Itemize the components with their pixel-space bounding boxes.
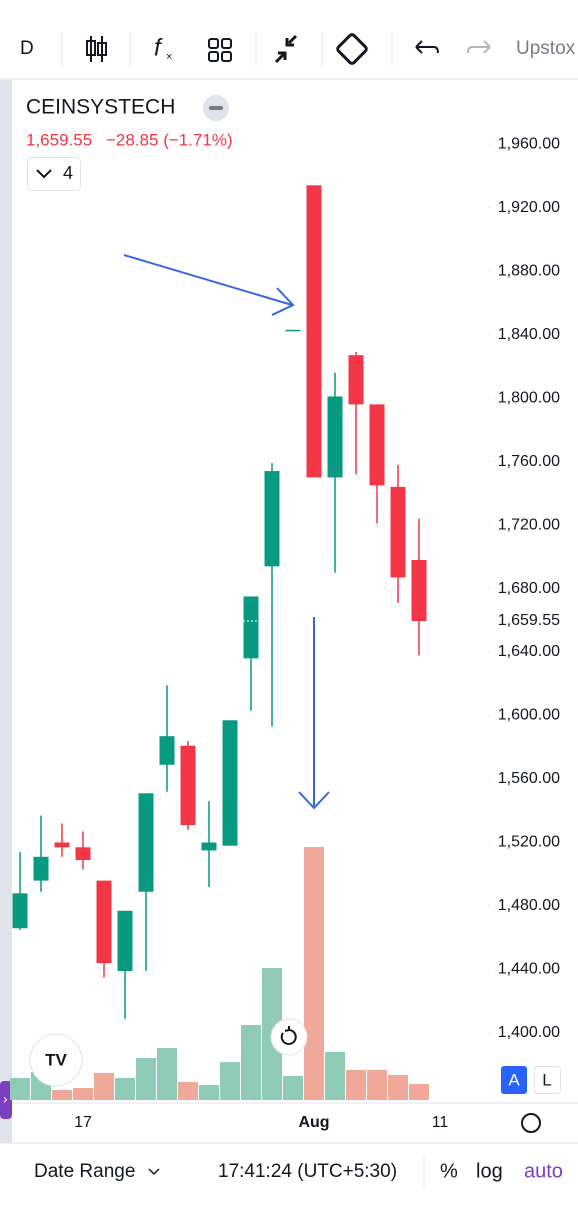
studies-count: 4 xyxy=(63,163,73,183)
y-tick-label: 1,440.00 xyxy=(498,961,560,978)
volume-bar xyxy=(241,1025,261,1100)
log-scale-label: L xyxy=(542,1070,551,1089)
x-tick-label: 17 xyxy=(74,1114,92,1131)
candle-body xyxy=(117,910,133,972)
candle-body xyxy=(75,847,91,860)
price-change: −28.85 (−1.71%) xyxy=(106,130,233,149)
candle-body xyxy=(306,185,322,478)
indicators-icon[interactable]: f xyxy=(154,34,163,61)
side-strip xyxy=(0,80,12,1143)
indicators-icon-x: × xyxy=(166,51,172,63)
candle-body xyxy=(327,396,343,478)
collapse-icon[interactable] xyxy=(274,34,298,64)
collapse-legend-icon xyxy=(209,106,223,110)
y-tick-label: 1,600.00 xyxy=(498,707,560,724)
candle-body xyxy=(285,329,301,332)
volume-bar xyxy=(388,1075,408,1100)
y-tick-label: 1,720.00 xyxy=(498,516,560,533)
auto-scale-label: A xyxy=(508,1070,520,1089)
volume-bar xyxy=(94,1073,114,1100)
candle-body xyxy=(369,404,385,486)
volume-bar xyxy=(367,1070,387,1100)
layout-icon[interactable] xyxy=(208,38,232,62)
volume-bar xyxy=(52,1090,72,1100)
candle-body xyxy=(54,842,70,848)
redo-icon xyxy=(467,40,491,54)
y-tick-label: 1,680.00 xyxy=(498,580,560,597)
toolbar xyxy=(0,0,578,80)
y-tick-label: 1,800.00 xyxy=(498,389,560,406)
reset-button[interactable] xyxy=(270,1018,308,1056)
candle-body xyxy=(33,856,49,881)
y-tick-label: 1,880.00 xyxy=(498,262,560,279)
candle-body xyxy=(264,471,280,567)
rotate-icon[interactable] xyxy=(336,33,368,65)
volume-bar xyxy=(325,1052,345,1100)
broker-button[interactable]: Upstox xyxy=(516,38,576,59)
chevron-icon xyxy=(36,169,52,179)
volume-bar xyxy=(115,1078,135,1100)
settings-icon[interactable] xyxy=(521,1113,541,1133)
logo[interactable] xyxy=(29,1033,83,1087)
volume-bar xyxy=(283,1076,303,1100)
y-tick-label: 1,520.00 xyxy=(498,834,560,851)
y-tick-label: 1,640.00 xyxy=(498,643,560,660)
chart-area: 1,960.00 1,920.00 1,880.00 1,840.00 1,800.00… xyxy=(10,135,560,1131)
volume-bar xyxy=(157,1048,177,1100)
candles-icon[interactable] xyxy=(86,36,107,62)
volume-bar xyxy=(199,1085,219,1100)
candle-body xyxy=(96,880,112,964)
log-scale-button[interactable] xyxy=(534,1066,561,1094)
volume-bar xyxy=(10,1078,30,1100)
volume-bar xyxy=(346,1070,366,1100)
volume-bar xyxy=(73,1088,93,1100)
undo-icon[interactable] xyxy=(415,40,439,54)
studies-toggle[interactable] xyxy=(27,157,81,191)
symbol-title: CEINSYSTECH xyxy=(26,96,175,119)
volume-bar xyxy=(178,1082,198,1100)
candle-body xyxy=(201,842,217,851)
price-marker-label: 1,659.55 xyxy=(498,612,560,629)
side-toggle-icon: › xyxy=(3,1091,8,1107)
candle-body xyxy=(411,559,427,621)
auto-scale-button[interactable] xyxy=(501,1066,527,1094)
candle-body xyxy=(159,736,175,765)
date-range-button[interactable]: Date Range xyxy=(34,1161,135,1182)
candle-body xyxy=(222,720,238,846)
volume-bar xyxy=(304,847,324,1100)
x-tick-label: Aug xyxy=(298,1114,329,1131)
candle-body xyxy=(138,793,154,892)
side-toggle[interactable] xyxy=(0,1081,12,1119)
candle-body xyxy=(390,486,406,578)
candle-body xyxy=(243,596,259,659)
candle-body xyxy=(180,745,196,826)
volume-bar xyxy=(220,1062,240,1100)
log-button[interactable]: log xyxy=(476,1160,503,1182)
y-tick-label: 1,960.00 xyxy=(498,135,560,152)
percent-button[interactable]: % xyxy=(440,1160,458,1182)
reset-icon xyxy=(280,1026,297,1045)
auto-button[interactable]: auto xyxy=(524,1160,563,1182)
x-tick-label: 11 xyxy=(432,1114,449,1131)
y-tick-label: 1,840.00 xyxy=(498,326,560,343)
clock[interactable]: 17:41:24 (UTC+5:30) xyxy=(218,1161,397,1182)
drawing-arrows xyxy=(123,254,330,810)
logo-mark: TV xyxy=(45,1050,67,1069)
volume-bar xyxy=(136,1058,156,1100)
last-price: 1,659.55 xyxy=(26,130,92,149)
candle-body xyxy=(12,893,28,929)
candle-body xyxy=(348,355,364,405)
volume-bar xyxy=(409,1084,429,1100)
date-range-chevron xyxy=(148,1168,160,1176)
y-tick-label: 1,920.00 xyxy=(498,199,560,216)
y-tick-label: 1,760.00 xyxy=(498,453,560,470)
y-tick-label: 1,480.00 xyxy=(498,897,560,914)
y-tick-label: 1,400.00 xyxy=(498,1024,560,1041)
interval-button[interactable]: D xyxy=(20,38,34,59)
y-tick-label: 1,560.00 xyxy=(498,770,560,787)
